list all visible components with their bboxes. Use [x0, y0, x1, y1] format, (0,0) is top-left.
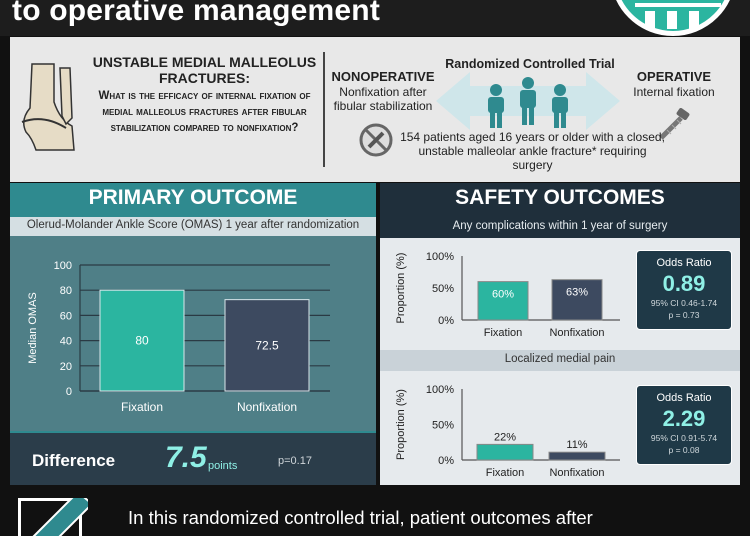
checkmark-icon: [18, 498, 88, 536]
odds-ratio-ci: 95% CI 0.91-5.74: [650, 433, 718, 443]
y-tick-label: 50%: [432, 283, 454, 295]
difference-bar: [10, 433, 376, 485]
y-tick-label: 0: [66, 386, 72, 398]
odds-ratio-title: Odds Ratio: [656, 392, 712, 404]
x-tick-label: Fixation: [121, 400, 163, 414]
y-tick-label: 100: [54, 260, 72, 272]
medial-pain-subtitle: Localized medial pain: [504, 353, 616, 365]
nonoperative-sub: Nonfixation after fibular stabilization: [333, 85, 433, 113]
conclusion-bar: [0, 487, 750, 536]
bar: [224, 299, 310, 392]
difference-value: 7.5: [165, 441, 207, 474]
odds-ratio-ci: 95% CI 0.46-1.74: [650, 298, 718, 308]
y-tick-label: 50%: [432, 420, 454, 432]
y-axis-label: Median OMAS: [27, 292, 39, 364]
odds-ratio-p: p = 0.08: [668, 445, 700, 455]
odds-ratio-title: Odds Ratio: [656, 257, 712, 269]
operative-sub: Internal fixation: [633, 85, 715, 99]
y-tick-label: 0%: [438, 455, 454, 467]
conclusion-text: In this randomized controlled trial, pat…: [128, 507, 593, 528]
people-icon: [436, 72, 620, 130]
medial-pain-chart: 0% 50% 100% Proportion (%) 22% Fixation 11% Non…: [395, 384, 620, 479]
bar: [551, 279, 603, 321]
difference-p-value: p=0.17: [278, 455, 312, 467]
x-tick-label: Fixation: [486, 467, 525, 479]
question-body: What is the efficacy of internal fixatio…: [98, 90, 311, 134]
bar: [477, 281, 529, 321]
y-tick-label: 60: [60, 310, 72, 322]
y-tick-label: 80: [60, 285, 72, 297]
x-tick-label: Nonfixation: [237, 400, 297, 414]
odds-ratio-box-complications: Odds Ratio 0.89 95% CI 0.46-1.74 p = 0.7…: [636, 250, 732, 330]
difference-unit: points: [208, 460, 238, 472]
screw-icon: [659, 108, 690, 140]
y-tick-label: 100%: [426, 384, 454, 396]
complications-subtitle: Any complications within 1 year of surge…: [452, 220, 668, 232]
medial-pain-subtitle-bar: [380, 350, 740, 371]
primary-outcome-title: PRIMARY OUTCOME: [88, 186, 298, 209]
data-label: 60%: [492, 289, 514, 301]
x-tick-label: Fixation: [484, 327, 523, 339]
nonoperative-title: NONOPERATIVE: [331, 69, 435, 84]
primary-subtitle-bar: [10, 217, 376, 236]
study-overview-panel: [10, 37, 740, 182]
safety-outcomes-title: SAFETY OUTCOMES: [455, 186, 665, 209]
x-tick-label: Nonfixation: [549, 327, 604, 339]
y-axis-label: Proportion (%): [395, 253, 407, 324]
y-axis-label: Proportion (%): [395, 389, 407, 460]
page-title: to operative management: [12, 0, 381, 27]
rct-label: Randomized Controlled Trial: [445, 57, 615, 71]
bar: [99, 289, 185, 392]
safety-subtitle-bar: [380, 217, 740, 238]
odds-ratio-p: p = 0.73: [668, 310, 700, 320]
question-title: UNSTABLE MEDIAL MALLEOLUS FRACTURES:: [92, 54, 317, 86]
x-tick-label: Nonfixation: [549, 467, 604, 479]
data-label: 72.5: [255, 338, 279, 352]
data-label: 80: [135, 334, 149, 348]
odds-ratio-value: 2.29: [662, 406, 706, 431]
trial-description: 154 patients aged 16 years or older with…: [400, 130, 665, 172]
operative-title: OPERATIVE: [636, 69, 712, 84]
y-tick-label: 100%: [426, 251, 454, 263]
difference-label: Difference: [32, 451, 116, 470]
data-label: 11%: [566, 439, 587, 451]
complications-chart: 0% 50% 100% Proportion (%) 60% Fixation 63% Non…: [395, 251, 620, 339]
data-label: 63%: [566, 287, 588, 299]
odds-ratio-value: 0.89: [662, 271, 706, 296]
y-tick-label: 40: [60, 336, 72, 348]
data-label: 22%: [494, 431, 516, 443]
bar: [548, 451, 606, 461]
odds-ratio-box-medial-pain: Odds Ratio 2.29 95% CI 0.91-5.74 p = 0.0…: [636, 385, 732, 465]
divider: [323, 52, 325, 167]
primary-outcome-chart: 0 20 40 60 80 100 Median OMAS 80 Fixation 72.5 Non…: [27, 260, 330, 414]
y-tick-label: 20: [60, 361, 72, 373]
no-screw-icon: [359, 123, 393, 157]
bar: [476, 443, 534, 461]
primary-subtitle: Olerud-Molander Ankle Score (OMAS) 1 yea…: [26, 219, 360, 231]
y-tick-label: 0%: [438, 315, 454, 327]
primary-chart-background: [10, 236, 376, 431]
ankle-bone-icon: [21, 63, 75, 151]
